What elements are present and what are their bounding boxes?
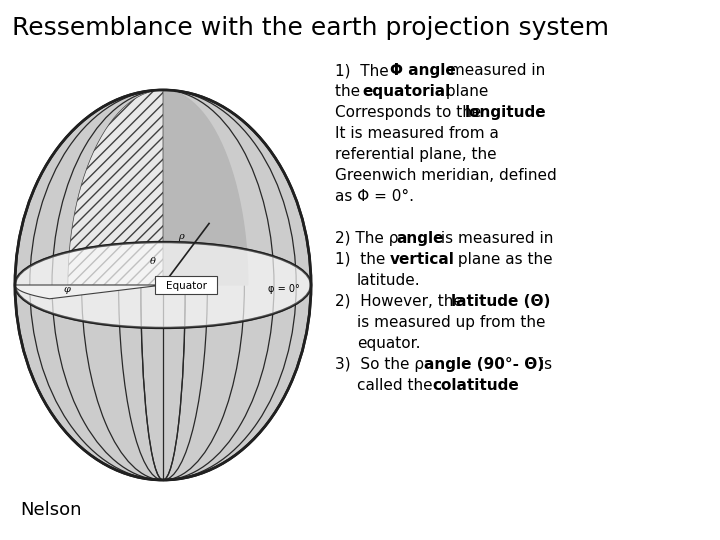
Text: vertical: vertical <box>390 252 454 267</box>
Text: Corresponds to the: Corresponds to the <box>335 105 486 120</box>
Text: plane as the: plane as the <box>453 252 552 267</box>
FancyBboxPatch shape <box>156 276 217 294</box>
Text: .: . <box>536 105 541 120</box>
Text: 2) The ρ: 2) The ρ <box>335 231 403 246</box>
Polygon shape <box>15 285 163 299</box>
Text: 3)  So the ρ: 3) So the ρ <box>335 357 429 372</box>
Text: the: the <box>335 84 365 99</box>
Text: Ressemblance with the earth projection system: Ressemblance with the earth projection s… <box>12 16 609 40</box>
Text: latitude.: latitude. <box>357 273 420 288</box>
Text: Greenwich meridian, defined: Greenwich meridian, defined <box>335 168 557 183</box>
Text: .: . <box>511 378 516 393</box>
Text: is measured in: is measured in <box>436 231 554 246</box>
Text: is: is <box>534 357 552 372</box>
Ellipse shape <box>15 90 311 480</box>
Text: longitude: longitude <box>464 105 546 120</box>
Text: plane: plane <box>441 84 489 99</box>
Text: equator.: equator. <box>357 336 420 351</box>
Text: angle (90°- Θ): angle (90°- Θ) <box>423 357 544 372</box>
Text: 1)  the: 1) the <box>335 252 390 267</box>
Text: angle: angle <box>397 231 444 246</box>
Polygon shape <box>163 90 248 285</box>
Text: referential plane, the: referential plane, the <box>335 147 497 162</box>
Text: Equator: Equator <box>166 281 207 291</box>
Text: as Φ = 0°.: as Φ = 0°. <box>335 189 414 204</box>
Ellipse shape <box>15 242 311 328</box>
Text: equatorial: equatorial <box>362 84 451 99</box>
Text: Φ angle: Φ angle <box>390 63 455 78</box>
Text: φ: φ <box>63 285 71 294</box>
Polygon shape <box>68 90 163 285</box>
Text: measured in: measured in <box>445 63 545 78</box>
Text: ρ: ρ <box>178 232 184 241</box>
Text: colatitude: colatitude <box>432 378 519 393</box>
Text: It is measured from a: It is measured from a <box>335 126 499 141</box>
Text: 1)  The: 1) The <box>335 63 394 78</box>
Text: latitude (Θ): latitude (Θ) <box>451 294 550 309</box>
Text: Nelson: Nelson <box>20 501 81 519</box>
Text: φ = 0°: φ = 0° <box>269 284 300 294</box>
Text: 2)  However, the: 2) However, the <box>335 294 468 309</box>
Text: called the: called the <box>357 378 438 393</box>
Text: is measured up from the: is measured up from the <box>357 315 546 330</box>
Text: θ: θ <box>150 257 156 266</box>
